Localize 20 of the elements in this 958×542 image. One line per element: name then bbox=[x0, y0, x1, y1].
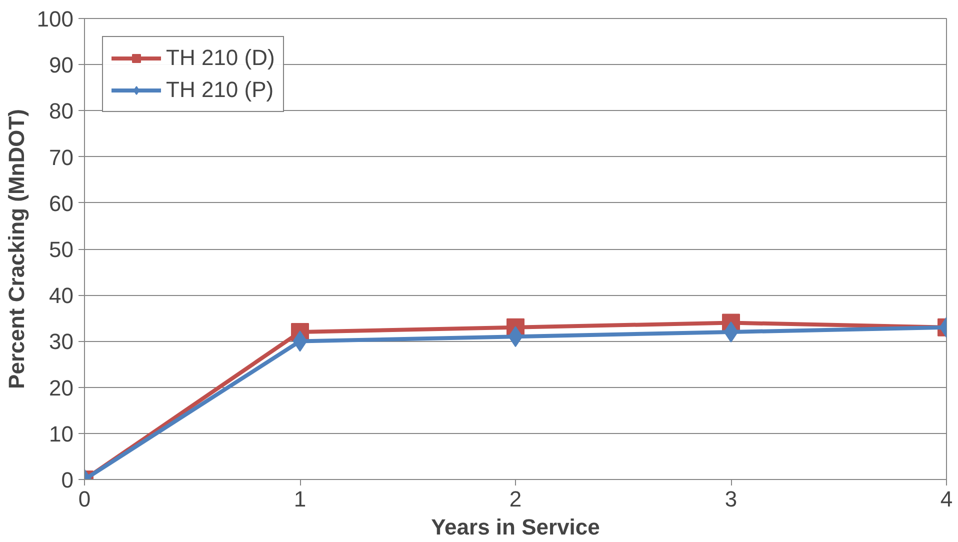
y-tick-label: 40 bbox=[49, 283, 74, 308]
y-tick-label: 60 bbox=[49, 190, 74, 216]
y-axis-title: Percent Cracking (MnDOT) bbox=[4, 109, 29, 389]
x-tick-label: 3 bbox=[724, 486, 738, 512]
y-tick-label: 0 bbox=[61, 468, 74, 492]
y-tick-label: 50 bbox=[49, 237, 74, 262]
x-tick-label: 4 bbox=[940, 486, 953, 512]
y-tick-label: 80 bbox=[49, 98, 74, 124]
legend-label: TH 210 (D) bbox=[166, 45, 275, 71]
y-tick-label: 70 bbox=[49, 144, 74, 170]
x-axis-title: Years in Service bbox=[431, 514, 600, 540]
x-tick-label: 0 bbox=[78, 486, 91, 512]
x-tick-label: 2 bbox=[509, 486, 522, 512]
legend-label: TH 210 (P) bbox=[166, 77, 274, 103]
x-tick-label: 1 bbox=[294, 486, 306, 512]
y-tick-label: 90 bbox=[49, 52, 74, 78]
y-tick-label: 20 bbox=[49, 375, 74, 400]
y-tick-label: 30 bbox=[49, 329, 74, 354]
y-tick-label: 10 bbox=[49, 421, 74, 446]
y-tick-label: 100 bbox=[36, 6, 74, 32]
